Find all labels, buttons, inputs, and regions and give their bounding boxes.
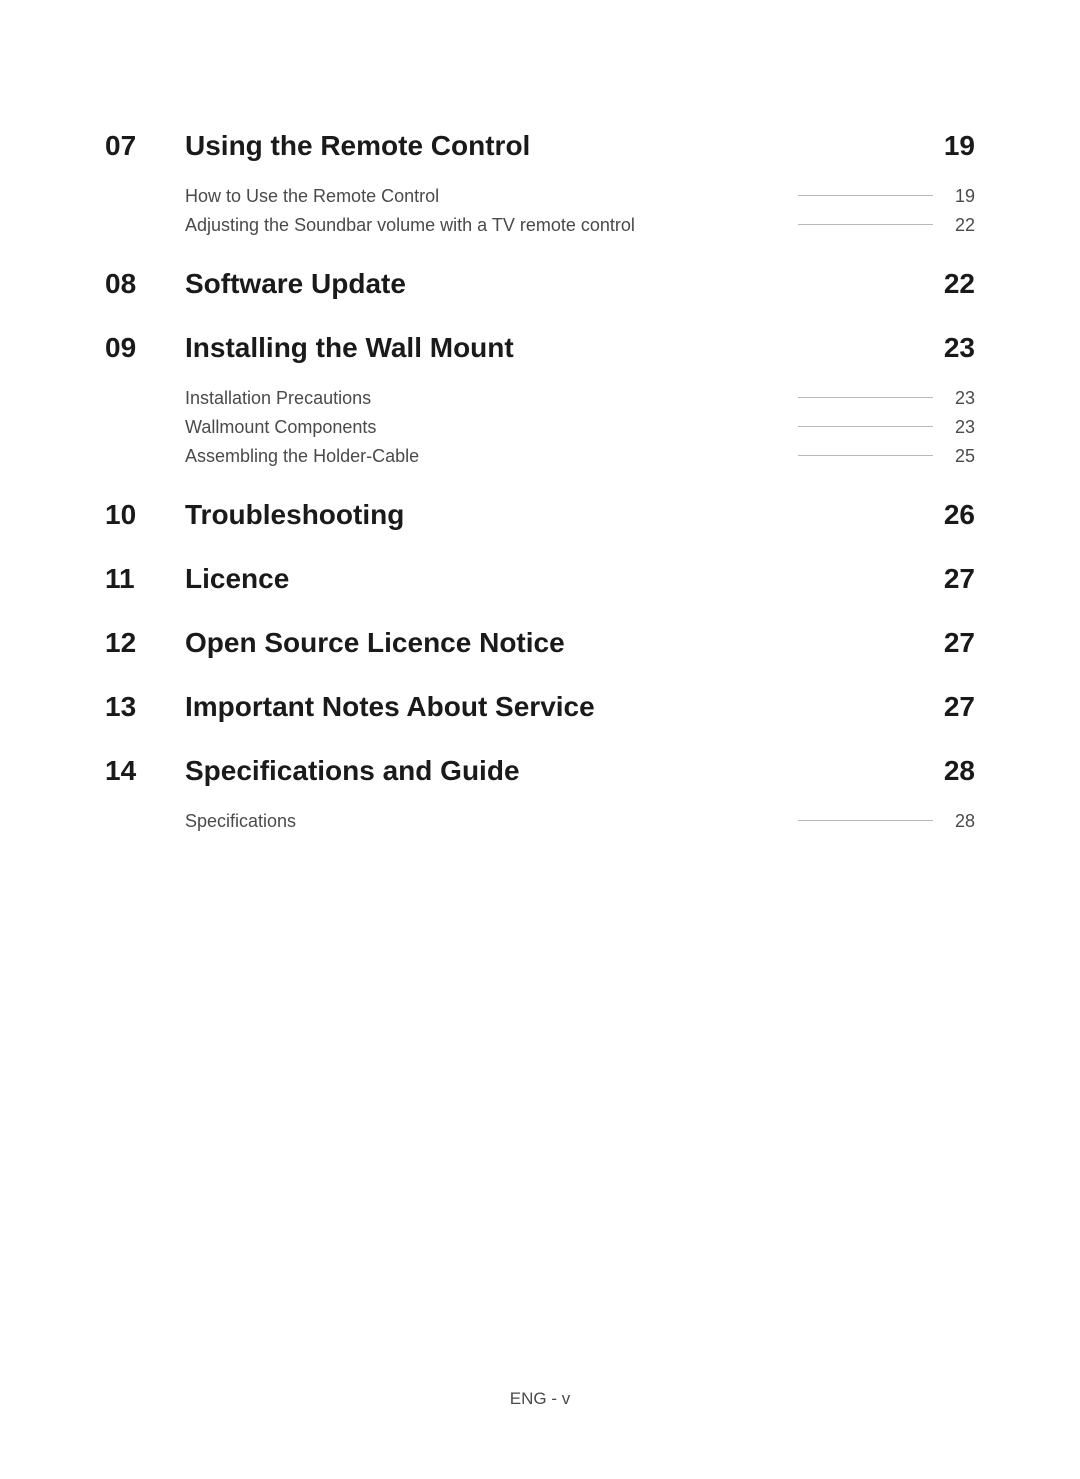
page-footer: ENG - v [0, 1389, 1080, 1409]
section-title: Troubleshooting [185, 499, 944, 531]
section-title: Open Source Licence Notice [185, 627, 944, 659]
toc-section-07: 07 Using the Remote Control 19 How to Us… [105, 130, 975, 236]
section-page: 28 [944, 755, 975, 787]
leader-line [308, 826, 933, 827]
toc-section-header: 14 Specifications and Guide 28 [105, 755, 975, 787]
subitem-page: 25 [945, 446, 975, 467]
section-page: 27 [944, 691, 975, 723]
toc-subitem: Assembling the Holder-Cable 25 [105, 446, 975, 467]
leader-line [388, 432, 933, 433]
toc-section-header: 08 Software Update 22 [105, 268, 975, 300]
subitem-title: Wallmount Components [185, 417, 376, 438]
toc-section-header: 07 Using the Remote Control 19 [105, 130, 975, 162]
subitem-page: 28 [945, 811, 975, 832]
subitem-title: Assembling the Holder-Cable [185, 446, 419, 467]
section-number: 08 [105, 268, 185, 300]
toc-subitem: Adjusting the Soundbar volume with a TV … [105, 215, 975, 236]
subitem-title: How to Use the Remote Control [185, 186, 439, 207]
toc-subitem: Wallmount Components 23 [105, 417, 975, 438]
subitem-page: 23 [945, 417, 975, 438]
section-page: 22 [944, 268, 975, 300]
toc-section-11: 11 Licence 27 [105, 563, 975, 595]
subitem-page: 19 [945, 186, 975, 207]
subitem-title: Adjusting the Soundbar volume with a TV … [185, 215, 635, 236]
toc-subitem: Specifications 28 [105, 811, 975, 832]
leader-line [383, 403, 933, 404]
section-number: 11 [105, 563, 185, 595]
section-number: 12 [105, 627, 185, 659]
leader-line [431, 461, 933, 462]
toc-section-header: 09 Installing the Wall Mount 23 [105, 332, 975, 364]
subitem-page: 23 [945, 388, 975, 409]
toc-section-09: 09 Installing the Wall Mount 23 Installa… [105, 332, 975, 467]
subitem-title: Installation Precautions [185, 388, 371, 409]
section-page: 23 [944, 332, 975, 364]
section-page: 27 [944, 627, 975, 659]
toc-section-14: 14 Specifications and Guide 28 Specifica… [105, 755, 975, 832]
leader-line [451, 201, 933, 202]
section-title: Specifications and Guide [185, 755, 944, 787]
section-number: 09 [105, 332, 185, 364]
section-page: 26 [944, 499, 975, 531]
section-page: 27 [944, 563, 975, 595]
section-number: 13 [105, 691, 185, 723]
toc-section-10: 10 Troubleshooting 26 [105, 499, 975, 531]
section-title: Important Notes About Service [185, 691, 944, 723]
table-of-contents: 07 Using the Remote Control 19 How to Us… [105, 130, 975, 832]
toc-section-header: 11 Licence 27 [105, 563, 975, 595]
section-page: 19 [944, 130, 975, 162]
section-title: Installing the Wall Mount [185, 332, 944, 364]
section-title: Licence [185, 563, 944, 595]
toc-section-header: 13 Important Notes About Service 27 [105, 691, 975, 723]
section-number: 14 [105, 755, 185, 787]
section-title: Software Update [185, 268, 944, 300]
toc-section-header: 10 Troubleshooting 26 [105, 499, 975, 531]
toc-section-header: 12 Open Source Licence Notice 27 [105, 627, 975, 659]
section-number: 10 [105, 499, 185, 531]
subitem-page: 22 [945, 215, 975, 236]
section-number: 07 [105, 130, 185, 162]
toc-subitem: How to Use the Remote Control 19 [105, 186, 975, 207]
subitem-title: Specifications [185, 811, 296, 832]
toc-subitem: Installation Precautions 23 [105, 388, 975, 409]
toc-section-12: 12 Open Source Licence Notice 27 [105, 627, 975, 659]
leader-line [647, 230, 933, 231]
toc-section-13: 13 Important Notes About Service 27 [105, 691, 975, 723]
toc-section-08: 08 Software Update 22 [105, 268, 975, 300]
section-title: Using the Remote Control [185, 130, 944, 162]
